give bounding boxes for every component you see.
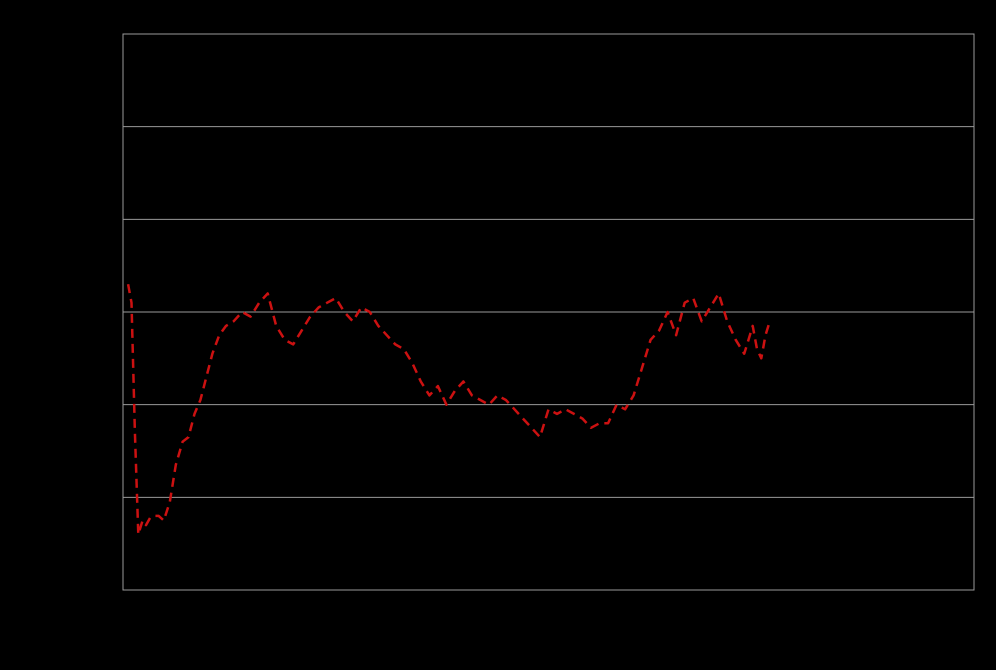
chart-background (0, 0, 996, 670)
line-chart (0, 0, 996, 670)
chart-container (0, 0, 996, 670)
